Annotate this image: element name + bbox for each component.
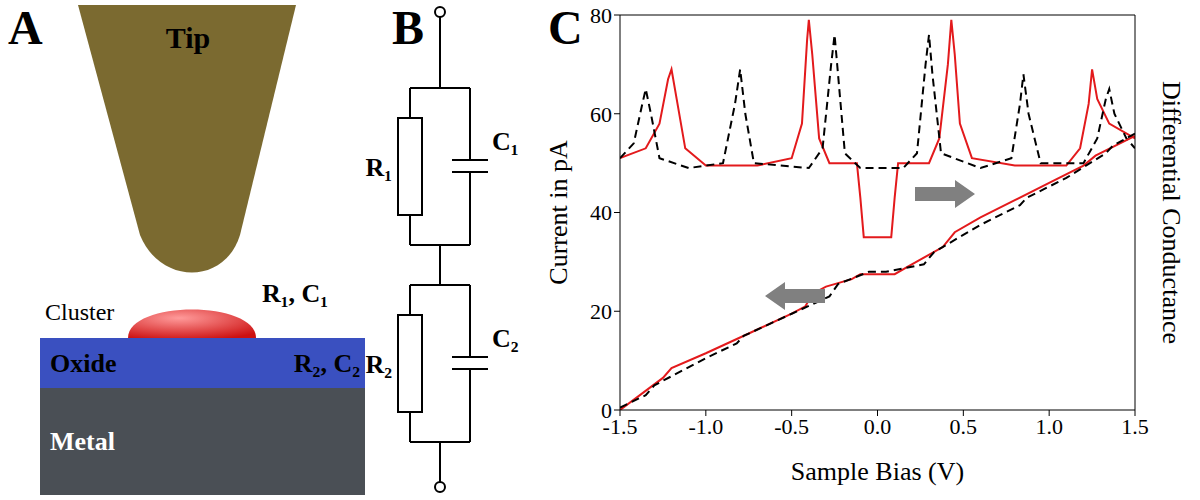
svg-text:-1.0: -1.0 (688, 414, 723, 439)
svg-text:Differential Conductance: Differential Conductance (1157, 81, 1186, 344)
svg-text:Metal: Metal (50, 427, 115, 456)
svg-text:C₂: C₂ (492, 324, 519, 353)
svg-text:Oxide: Oxide (50, 349, 116, 378)
svg-text:-0.5: -0.5 (774, 414, 809, 439)
svg-text:R₁, C₁: R₁, C₁ (262, 279, 328, 308)
svg-text:R₂, C₂: R₂, C₂ (294, 349, 360, 378)
svg-text:B: B (392, 1, 424, 54)
svg-text:0.0: 0.0 (864, 414, 892, 439)
svg-text:-1.5: -1.5 (602, 413, 638, 439)
svg-text:Current in pA: Current in pA (544, 140, 573, 285)
svg-text:C₁: C₁ (492, 127, 519, 156)
svg-text:1.5: 1.5 (1121, 414, 1149, 439)
svg-text:1.0: 1.0 (1035, 414, 1063, 439)
svg-text:60: 60 (590, 102, 612, 127)
svg-text:R₁: R₁ (365, 153, 392, 182)
svg-text:R₂: R₂ (365, 350, 392, 379)
svg-text:C: C (548, 1, 583, 54)
svg-text:Tip: Tip (166, 21, 211, 54)
svg-text:0: 0 (601, 398, 612, 423)
svg-text:Cluster: Cluster (45, 299, 114, 325)
svg-text:A: A (8, 1, 43, 54)
svg-text:0.5: 0.5 (950, 414, 978, 439)
svg-text:20: 20 (590, 299, 612, 324)
svg-text:40: 40 (590, 200, 612, 225)
svg-text:Sample Bias (V): Sample Bias (V) (791, 457, 964, 486)
svg-text:80: 80 (590, 3, 612, 28)
